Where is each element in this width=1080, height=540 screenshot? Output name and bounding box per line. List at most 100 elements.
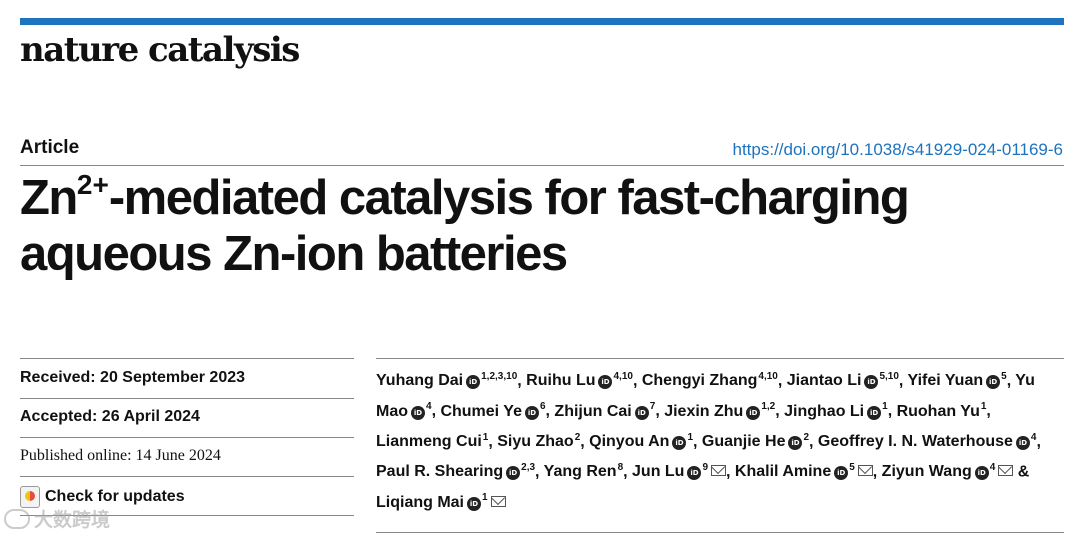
orcid-icon[interactable]: iD	[1015, 435, 1030, 450]
orcid-icon[interactable]: iD	[467, 496, 481, 511]
doi-link[interactable]: https://doi.org/10.1038/s41929-024-01169…	[732, 140, 1064, 159]
orcid-icon[interactable]: iD	[598, 375, 613, 390]
author-name[interactable]: Zhijun Cai	[554, 402, 632, 420]
watermark-logo-icon	[4, 508, 30, 529]
author-name[interactable]: Jiantao Li	[786, 372, 862, 390]
check-updates-icon	[20, 486, 40, 508]
title-superscript: 2+	[76, 169, 109, 200]
author-name[interactable]: Khalil Amine	[734, 463, 832, 481]
journal-top-bar	[20, 18, 1064, 25]
author-separator: ,	[488, 432, 498, 450]
author-name[interactable]: Liqiang Mai	[376, 493, 464, 511]
title-zn: Zn	[20, 171, 78, 225]
orcid-icon[interactable]: iD	[986, 375, 1001, 390]
author-separator: ,	[623, 463, 633, 481]
author-name[interactable]: Lianmeng Cui	[376, 432, 482, 450]
author-name[interactable]: Ziyun Wang	[881, 463, 972, 481]
author-name[interactable]: Yang Ren	[543, 463, 617, 481]
author-name[interactable]: Yifei Yuan	[907, 372, 984, 390]
orcid-icon[interactable]: iD	[506, 466, 521, 481]
author[interactable]: Lianmeng Cui1	[376, 432, 488, 450]
dates-divider-1	[20, 398, 354, 399]
author-name[interactable]: Jiexin Zhu	[664, 402, 744, 420]
author[interactable]: Jun Lu iD9	[632, 462, 727, 481]
author[interactable]: Ruihu Lu iD4,10	[526, 371, 633, 390]
author-separator: ,	[777, 372, 787, 390]
email-icon[interactable]	[490, 495, 506, 507]
author[interactable]: Jiexin Zhu iD1,2	[664, 401, 775, 420]
orcid-icon[interactable]: iD	[867, 405, 882, 420]
affiliation-superscript: 4,10	[613, 371, 633, 382]
author[interactable]: Chengyi Zhang4,10	[641, 371, 778, 390]
author[interactable]: Liqiang Mai iD1	[376, 492, 506, 511]
received-date: Received: 20 September 2023	[20, 369, 246, 386]
accepted-date: Accepted: 26 April 2024	[20, 408, 200, 425]
affiliation-superscript: 5,10	[879, 371, 899, 382]
author-separator: ,	[872, 463, 882, 481]
email-icon[interactable]	[998, 465, 1014, 477]
author[interactable]: Yuhang Dai iD1,2,3,10	[376, 371, 517, 390]
author-name[interactable]: Chumei Ye	[440, 402, 522, 420]
author[interactable]: Chumei Ye iD6	[440, 401, 546, 420]
orcid-icon[interactable]: iD	[687, 466, 702, 481]
affiliation-superscript: 4	[989, 461, 996, 473]
author-separator: ,	[580, 432, 590, 450]
author[interactable]: Ziyun Wang iD4	[881, 461, 1014, 481]
orcid-icon[interactable]: iD	[788, 435, 803, 450]
author[interactable]: Yifei Yuan iD5	[907, 371, 1007, 390]
author[interactable]: Paul R. Shearing iD2,3	[376, 462, 535, 481]
orcid-icon[interactable]: iD	[864, 375, 879, 390]
affiliation-superscript: 1	[687, 431, 693, 443]
affiliation-superscript: 7	[649, 401, 656, 413]
author-name[interactable]: Qinyou An	[589, 432, 670, 450]
author-name[interactable]: Yu Mao	[376, 372, 1035, 420]
author-name[interactable]: Ruihu Lu	[526, 372, 596, 390]
affiliation-superscript: 5	[849, 461, 855, 473]
authors-divider-top	[376, 358, 1064, 359]
author[interactable]: Zhijun Cai iD7	[554, 401, 656, 420]
author-separator: ,	[986, 402, 991, 420]
author[interactable]: Ruohan Yu1	[896, 401, 987, 420]
affiliation-superscript: 1	[482, 492, 488, 504]
orcid-icon[interactable]: iD	[672, 435, 687, 450]
affiliation-superscript: 4	[426, 401, 432, 413]
affiliation-superscript: 6	[539, 401, 546, 413]
orcid-icon[interactable]: iD	[466, 375, 481, 390]
author[interactable]: Khalil Amine iD5	[734, 461, 873, 481]
orcid-icon[interactable]: iD	[411, 405, 425, 420]
author-name[interactable]: Siyu Zhao	[497, 432, 574, 450]
author-list: Yuhang Dai iD1,2,3,10, Ruihu Lu iD4,10, Ch…	[376, 364, 1066, 516]
author-name[interactable]: Chengyi Zhang	[641, 372, 758, 390]
orcid-icon[interactable]: iD	[634, 405, 649, 420]
email-icon[interactable]	[857, 465, 873, 477]
orcid-icon[interactable]: iD	[974, 466, 989, 481]
check-for-updates-button[interactable]: Check for updates	[20, 486, 185, 508]
orcid-icon[interactable]: iD	[524, 405, 539, 420]
author-name[interactable]: Yuhang Dai	[376, 372, 464, 390]
author[interactable]: Yang Ren8	[543, 461, 624, 481]
authors-divider-bottom	[376, 532, 1064, 533]
author-name[interactable]: Paul R. Shearing	[376, 463, 504, 481]
author[interactable]: Jiantao Li iD5,10	[786, 371, 899, 390]
author-separator: &	[1013, 463, 1030, 481]
author[interactable]: Geoffrey I. N. Waterhouse iD4	[817, 432, 1036, 450]
email-icon[interactable]	[711, 465, 727, 477]
author[interactable]: Yu Mao iD4	[376, 372, 1035, 420]
author[interactable]: Guanjie He iD2	[701, 432, 809, 450]
affiliation-superscript: 8	[617, 461, 624, 473]
affiliation-superscript: 2	[574, 431, 581, 443]
published-date: Published online: 14 June 2024	[20, 447, 221, 464]
author-name[interactable]: Jinghao Li	[784, 402, 865, 420]
author-name[interactable]: Geoffrey I. N. Waterhouse	[817, 432, 1013, 450]
dates-divider-3	[20, 476, 354, 477]
orcid-icon[interactable]: iD	[834, 466, 849, 481]
author[interactable]: Siyu Zhao2	[497, 431, 581, 450]
orcid-icon[interactable]: iD	[746, 405, 761, 420]
author-name[interactable]: Jun Lu	[632, 463, 685, 481]
author-separator: ,	[632, 372, 642, 390]
author-name[interactable]: Guanjie He	[701, 432, 786, 450]
author[interactable]: Jinghao Li iD1	[784, 401, 888, 420]
author-separator: ,	[655, 402, 665, 420]
author-name[interactable]: Ruohan Yu	[896, 402, 980, 420]
author[interactable]: Qinyou An iD1	[589, 431, 693, 450]
